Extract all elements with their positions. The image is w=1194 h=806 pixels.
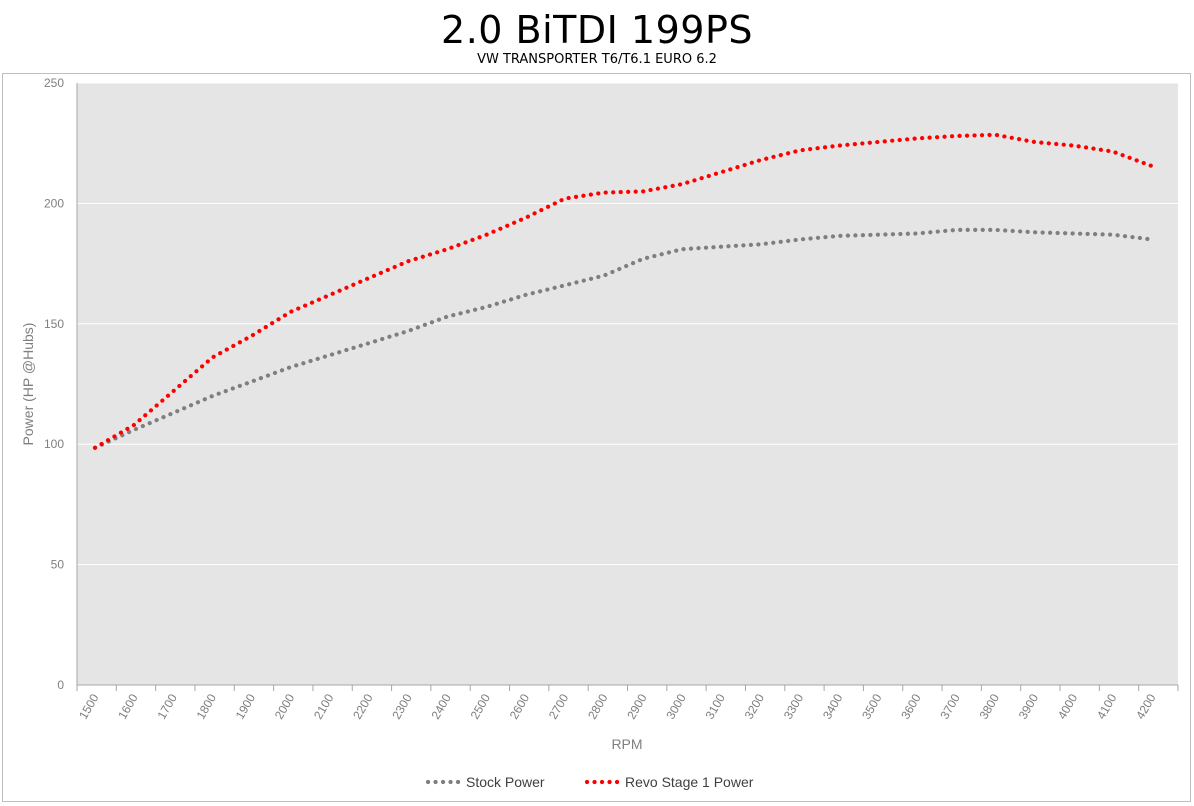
x-tick-label: 2700 bbox=[546, 691, 572, 721]
x-tick-label: 1600 bbox=[115, 691, 141, 721]
x-tick-label: 2600 bbox=[507, 691, 533, 721]
x-tick-label: 2400 bbox=[428, 691, 454, 721]
x-tick-label: 4100 bbox=[1094, 691, 1120, 721]
chart-subtitle: VW TRANSPORTER T6/T6.1 EURO 6.2 bbox=[477, 52, 717, 67]
x-tick-label: 2500 bbox=[468, 691, 494, 721]
legend: Stock Power Revo Stage 1 Power bbox=[425, 774, 754, 790]
x-tick-label: 3300 bbox=[781, 691, 807, 721]
y-tick-label: 100 bbox=[44, 437, 64, 451]
x-tick-label: 3100 bbox=[702, 691, 728, 721]
y-tick-labels: 0 50 100 150 200 250 bbox=[44, 76, 64, 692]
x-tick-label: 2100 bbox=[311, 691, 337, 721]
x-tick-label: 3700 bbox=[937, 691, 963, 721]
series-group bbox=[92, 132, 1155, 450]
x-tick-label: 2000 bbox=[272, 691, 298, 721]
x-tick-label: 2200 bbox=[350, 691, 376, 721]
axes bbox=[76, 83, 1179, 691]
series-line-revo-stage-1-power bbox=[92, 132, 1155, 450]
series-line-stock-power bbox=[92, 227, 1155, 450]
x-tick-label: 4000 bbox=[1055, 691, 1081, 721]
chart-frame bbox=[2, 73, 1191, 802]
gridlines bbox=[77, 82, 1178, 566]
x-tick-label: 3900 bbox=[1016, 691, 1042, 721]
y-tick-label: 0 bbox=[57, 678, 64, 692]
x-axis-title: RPM bbox=[611, 736, 642, 752]
y-axis-title: Power (HP @Hubs) bbox=[20, 323, 36, 446]
legend-stock-power-label: Stock Power bbox=[466, 774, 545, 790]
x-tick-label: 3000 bbox=[663, 691, 689, 721]
legend-revo-stage-1-power-label: Revo Stage 1 Power bbox=[625, 774, 754, 790]
x-tick-labels: 1500 1600 1700 1800 1900 2000 2100 2200 2300 2400… bbox=[76, 691, 1159, 721]
y-tick-label: 250 bbox=[44, 76, 64, 90]
y-tick-label: 50 bbox=[51, 558, 65, 572]
x-tick-label: 3500 bbox=[859, 691, 885, 721]
x-tick-label: 1700 bbox=[154, 691, 180, 721]
y-tick-label: 150 bbox=[44, 317, 64, 331]
chart-title: 2.0 BiTDI 199PS bbox=[441, 8, 753, 52]
x-tick-label: 2900 bbox=[624, 691, 650, 721]
x-tick-label: 3200 bbox=[742, 691, 768, 721]
y-tick-label: 200 bbox=[44, 196, 64, 210]
x-tick-label: 3600 bbox=[898, 691, 924, 721]
x-tick-label: 4200 bbox=[1133, 691, 1159, 721]
x-tick-label: 3400 bbox=[820, 691, 846, 721]
x-tick-label: 2300 bbox=[389, 691, 415, 721]
x-tick-label: 1800 bbox=[194, 691, 220, 721]
x-tick-label: 1500 bbox=[76, 691, 102, 721]
x-tick-label: 1900 bbox=[233, 691, 259, 721]
x-tick-label: 3800 bbox=[977, 691, 1003, 721]
x-tick-label: 2800 bbox=[585, 691, 611, 721]
plot-area bbox=[77, 83, 1178, 685]
